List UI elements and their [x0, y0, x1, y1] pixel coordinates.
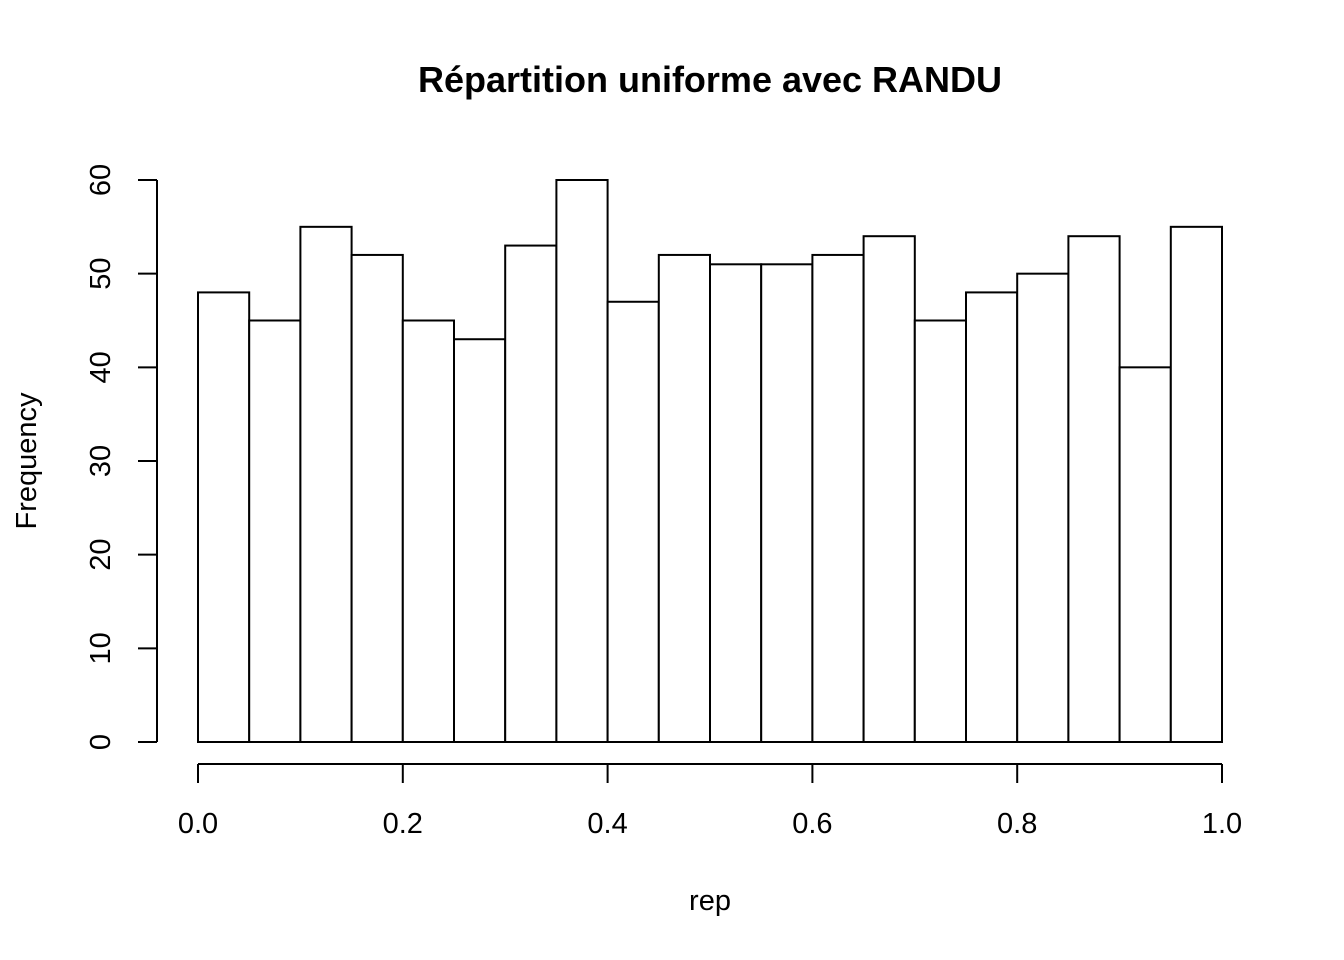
histogram-bar [965, 291, 1019, 743]
x-tick-label: 0.6 [792, 808, 832, 840]
y-tick-label: 60 [85, 164, 117, 196]
histogram-bar [1016, 272, 1070, 743]
y-axis-label: Frequency [11, 392, 43, 530]
histogram-bar [1067, 235, 1121, 743]
x-tick-label: 0.2 [383, 808, 423, 840]
chart-title: Répartition uniforme avec RANDU [418, 59, 1002, 100]
x-tick-label: 0.4 [587, 808, 627, 840]
y-tick-label: 40 [85, 351, 117, 383]
histogram-bar [248, 319, 302, 743]
histogram-bar [401, 319, 455, 743]
bars-group [197, 179, 1224, 744]
histogram-bar [1169, 225, 1224, 744]
histogram-bar [555, 179, 609, 743]
histogram-bar [606, 300, 660, 743]
x-tick-label: 0.0 [178, 808, 218, 840]
x-axis: 0.0 0.2 0.4 0.6 0.8 1.0 [178, 763, 1242, 840]
histogram-bar [350, 253, 404, 744]
y-axis: 0 10 20 30 40 50 60 [85, 164, 158, 750]
histogram-bar [811, 253, 865, 744]
histogram-bar [760, 263, 814, 743]
histogram-bar [197, 291, 251, 743]
histogram-bar [1118, 366, 1172, 743]
y-tick-label: 20 [85, 539, 117, 571]
y-tick-label: 50 [85, 258, 117, 290]
x-tick-label: 1.0 [1202, 808, 1242, 840]
histogram-bar [299, 225, 353, 744]
x-tick-label: 0.8 [997, 808, 1037, 840]
histogram-bar [504, 244, 558, 743]
y-tick-label: 10 [85, 632, 117, 664]
y-tick-label: 30 [85, 445, 117, 477]
y-tick-label: 0 [85, 734, 117, 750]
histogram-bar [862, 235, 916, 743]
histogram-bar [657, 253, 711, 744]
histogram-bar [709, 263, 763, 743]
histogram-bar [453, 338, 507, 743]
histogram-bar [913, 319, 967, 743]
x-axis-label: rep [689, 885, 731, 917]
